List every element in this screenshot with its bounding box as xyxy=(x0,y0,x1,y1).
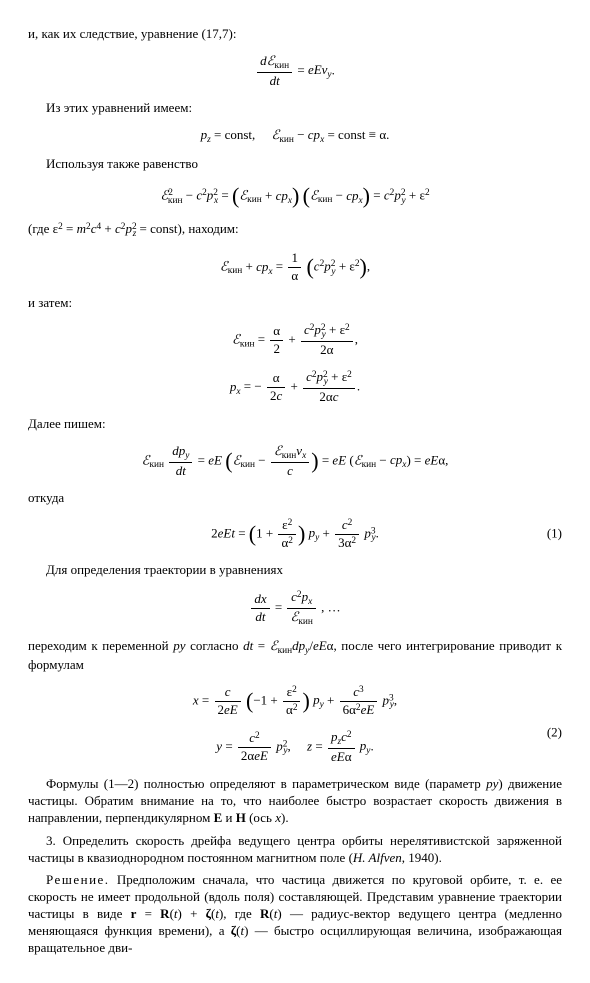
text-10and: и xyxy=(222,810,235,825)
text-10a: Формулы (1—2) полностью определяют в пар… xyxy=(46,776,486,791)
equation-2: pz = const, ℰкин − cpx = const ≡ α. xyxy=(28,127,562,146)
var-py-2: py xyxy=(486,776,498,791)
paragraph-3: Используя также равенство xyxy=(28,156,562,173)
text-10c: (ось xyxy=(246,810,275,825)
paragraph-2: Из этих уравнений имеем: xyxy=(28,100,562,117)
equation-3: ℰ2кин − c2p2x = (ℰкин + cpx) (ℰкин − cpx… xyxy=(28,182,562,211)
vec-H: H xyxy=(236,810,246,825)
paragraph-9: переходим к переменной py согласно dt = … xyxy=(28,638,562,674)
solution-label: Решение. xyxy=(46,872,110,887)
text-10d: ). xyxy=(281,810,289,825)
text-9b: согласно xyxy=(185,638,243,653)
author-name: H. Alfven xyxy=(353,850,402,865)
equation-9b: y = c22αeE p2y, z = pzc2eEα py. xyxy=(28,729,562,766)
text-11: 3. Определить скорость дрейфа ведущего ц… xyxy=(28,833,562,865)
author-year: , 1940). xyxy=(402,850,442,865)
equation-5b: px = − α2c + c2p2y + ε22αc. xyxy=(28,369,562,406)
text-12b: , где xyxy=(223,906,260,921)
vec-E: E xyxy=(214,810,223,825)
var-R: R xyxy=(260,906,269,921)
paragraph-4: (где ε2 = m2c4 + c2p2z = const), находим… xyxy=(28,221,562,240)
paragraph-6: Далее пишем: xyxy=(28,416,562,433)
var-zeta: ζ xyxy=(231,923,236,938)
text-9a: переходим к переменной xyxy=(28,638,173,653)
paragraph-10: Формулы (1—2) полностью определяют в пар… xyxy=(28,776,562,827)
equation-7: 2eEt = (1 + ε2α2) py + c23α2 p3y. (1) xyxy=(28,517,562,552)
eq-number-1: (1) xyxy=(547,526,562,543)
paragraph-11: 3. Определить скорость дрейфа ведущего ц… xyxy=(28,833,562,867)
equation-8: dxdt = c2pxℰкин , … xyxy=(28,589,562,628)
equation-9a: x = c2eE (−1 + ε2α2) py + c36α2eE p3y, (… xyxy=(28,684,562,719)
paragraph-7: откуда xyxy=(28,490,562,507)
var-py: py xyxy=(173,638,185,653)
equation-1: dℰкинdt = eEvy. xyxy=(28,53,562,90)
equation-5a: ℰкин = α2 + c2p2y + ε22α, xyxy=(28,322,562,359)
paragraph-8: Для определения траектории в уравнениях xyxy=(28,562,562,579)
paragraph-1: и, как их следствие, уравнение (17,7): xyxy=(28,26,562,43)
eq-inline-r: r xyxy=(131,906,137,921)
paragraph-5: и затем: xyxy=(28,295,562,312)
equation-4: ℰкин + cpx = 1α (c2p2y + ε2), xyxy=(28,250,562,285)
paragraph-12: Решение. Предположим сначала, что частиц… xyxy=(28,872,562,956)
equation-6: ℰкин dpydt = eE (ℰкин − ℰкинvxc) = eE (ℰ… xyxy=(28,443,562,480)
